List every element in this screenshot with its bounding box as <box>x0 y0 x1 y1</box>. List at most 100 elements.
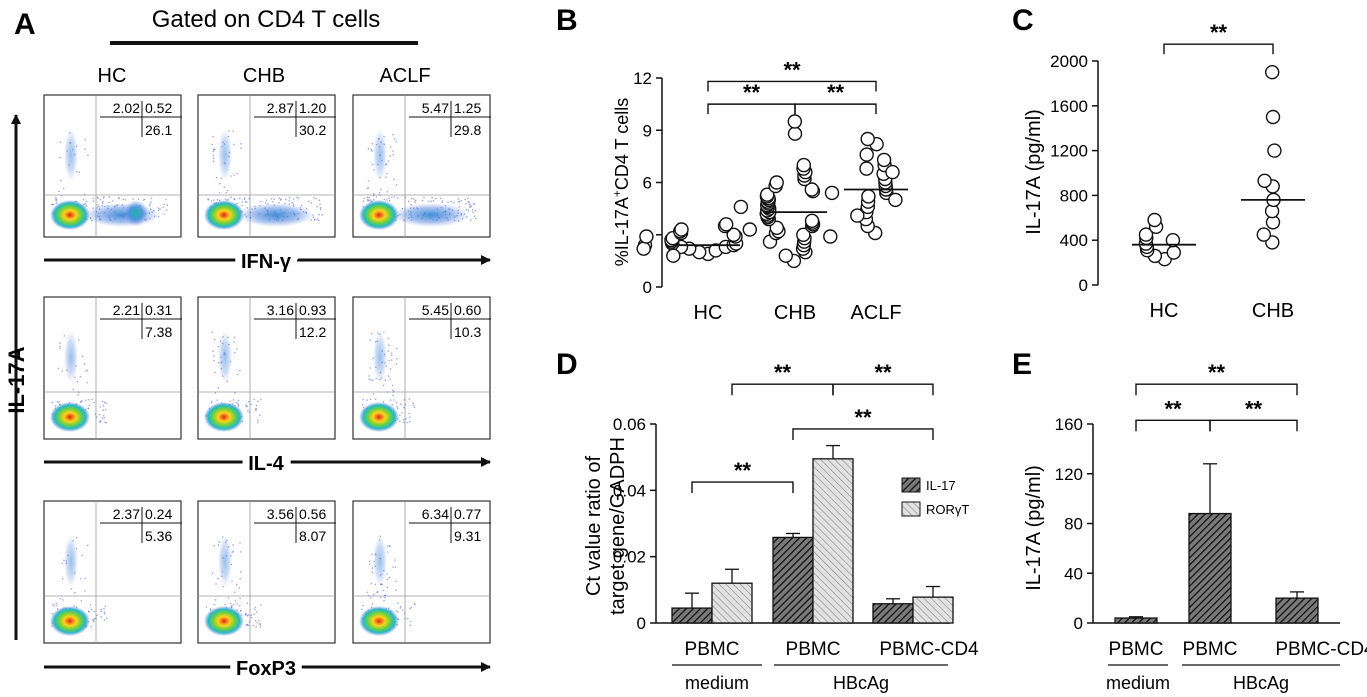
event-dot <box>233 336 236 339</box>
y-tick-label: 120 <box>1055 465 1083 484</box>
event-dot <box>389 155 392 157</box>
d-y-axis-label-line2: target gene/GADPH <box>607 437 629 615</box>
b-y-label-rest: CD4 T cells <box>612 98 632 190</box>
event-dot <box>371 150 374 152</box>
event-dot <box>362 404 364 406</box>
quadrant-value-lr: 7.38 <box>145 324 172 340</box>
group-label: medium <box>1106 673 1170 693</box>
event-dot <box>232 130 234 132</box>
event-dot <box>397 197 399 199</box>
event-dot <box>313 218 316 221</box>
event-dot <box>412 402 415 404</box>
event-dot <box>393 178 395 181</box>
y-tick-label: 40 <box>1064 564 1083 583</box>
il17-positive-cloud <box>218 331 232 383</box>
event-dot <box>392 150 394 152</box>
event-dot <box>213 545 216 547</box>
il17-positive-cloud <box>64 331 78 383</box>
event-dot <box>104 605 106 608</box>
event-dot <box>392 153 395 156</box>
event-dot <box>273 198 276 201</box>
event-dot <box>393 138 396 140</box>
event-dot <box>97 197 99 199</box>
event-dot <box>396 358 398 360</box>
flow-plot-2-1: 3.56 0.56 8.07 <box>197 500 336 644</box>
event-dot <box>391 196 393 199</box>
event-dot <box>246 405 248 408</box>
event-dot <box>374 583 377 586</box>
main-population-blob <box>359 200 399 230</box>
event-dot <box>79 375 82 378</box>
event-dot <box>453 201 455 204</box>
event-dot <box>270 197 273 200</box>
event-dot <box>383 331 385 333</box>
event-dot <box>474 209 477 212</box>
bar <box>1114 617 1158 624</box>
event-dot <box>395 610 398 612</box>
event-dot <box>296 196 298 199</box>
x-category-label: PBMC-CD4 <box>1275 639 1367 660</box>
flow-plot-2-2: 6.34 0.77 9.31 <box>352 500 491 644</box>
event-dot <box>389 368 392 370</box>
event-dot <box>236 373 239 376</box>
event-dot <box>124 199 127 201</box>
event-dot <box>233 174 235 176</box>
event-dot <box>226 189 229 192</box>
event-dot <box>93 610 96 613</box>
flow-plot-0-0: 2.02 0.52 26.1 <box>43 94 182 238</box>
event-dot <box>56 401 59 403</box>
column-label-hc: HC <box>98 65 127 87</box>
event-dot <box>316 205 319 208</box>
y-tick-label: 1600 <box>1050 97 1088 116</box>
event-dot <box>388 359 391 362</box>
event-dot <box>122 198 124 201</box>
y-tick-label: 0 <box>1074 614 1083 633</box>
event-dot <box>380 596 382 599</box>
bar <box>772 536 814 624</box>
event-dot <box>239 570 242 573</box>
event-dot <box>315 197 317 200</box>
event-dot <box>376 591 378 594</box>
bar <box>711 582 753 624</box>
event-dot <box>248 197 250 200</box>
event-dot <box>390 352 393 354</box>
event-dot <box>100 608 103 611</box>
event-dot <box>211 331 214 334</box>
data-point <box>769 175 784 190</box>
event-dot <box>88 404 91 407</box>
event-dot <box>211 143 213 146</box>
event-dot <box>90 608 93 611</box>
event-dot <box>84 138 86 141</box>
event-dot <box>392 391 395 393</box>
event-dot <box>87 154 89 157</box>
event-dot <box>398 420 401 423</box>
event-dot <box>98 421 101 423</box>
event-dot <box>399 414 401 417</box>
event-dot <box>410 606 413 609</box>
event-dot <box>112 200 114 202</box>
event-dot <box>368 378 371 380</box>
event-dot <box>55 202 58 204</box>
event-dot <box>149 205 151 207</box>
event-dot <box>288 200 290 202</box>
event-dot <box>392 394 394 397</box>
event-dot <box>403 398 406 401</box>
x-category-label: PBMC <box>1109 639 1164 660</box>
event-dot <box>257 419 259 422</box>
c-y-axis-label: IL-17A (pg/ml) <box>1023 109 1045 235</box>
event-dot <box>400 403 402 405</box>
event-dot <box>91 398 93 401</box>
event-dot <box>217 577 219 580</box>
event-dot <box>411 197 413 200</box>
event-dot <box>370 379 372 381</box>
event-dot <box>212 135 214 138</box>
flow-plot-1-2: 5.45 0.60 10.3 <box>352 296 491 440</box>
x-category-label: PBMC <box>786 639 841 660</box>
event-dot <box>260 200 262 203</box>
event-dot <box>465 209 468 211</box>
event-dot <box>388 576 391 579</box>
event-dot <box>401 412 403 414</box>
event-dot <box>248 411 251 413</box>
event-dot <box>382 589 385 592</box>
